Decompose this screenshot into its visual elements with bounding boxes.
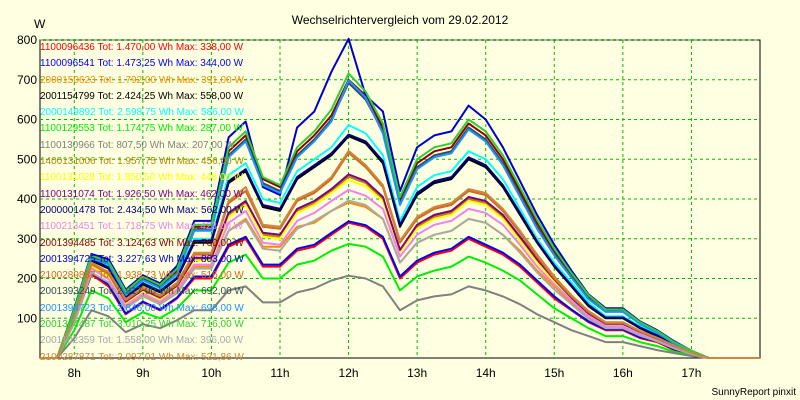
footer-credit: SunnyReport pinxit [711,387,797,398]
legend-entry-12: 2001394485 Tot: 3.124,63 Wh Max: 700,00 … [40,237,244,249]
y-tick-label-2: 300 [17,232,37,246]
x-tick-label-2: 10h [201,366,221,380]
x-tick-label-4: 12h [339,366,359,380]
legend: 1100096436 Tot: 1.470,00 Wh Max: 338,00 … [40,40,340,366]
legend-entry-15: 2001393249 Tot: 2.917,00 Wh Max: 692,00 … [40,286,244,298]
legend-entry-17: 2001394487 Tot: 3.010,25 Wh Max: 716,00 … [40,319,244,331]
y-tick-label-6: 700 [17,73,37,87]
x-tick-label-5: 13h [407,366,427,380]
x-tick-label-3: 11h [270,366,289,380]
legend-entry-2: 2000150623 Tot: 1.792,00 Wh Max: 391,00 … [40,74,244,86]
legend-entry-3: 2001154799 Tot: 2.424,25 Wh Max: 558,00 … [40,90,244,102]
y-tick-labels: 100 200 300 400 500 600 700 800 [17,33,37,325]
y-tick-label-0: 100 [17,311,37,325]
y-tick-label-3: 400 [17,192,37,206]
legend-entry-5: 1100129553 Tot: 1.174,75 Wh Max: 287,00 … [40,123,244,135]
legend-entry-7: 1400131006 Tot: 1.957,75 Wh Max: 456,00 … [40,156,244,168]
series-line-5 [40,242,760,359]
series-line-10 [40,133,760,359]
x-tick-label-0: 8h [68,366,81,380]
y-tick-label-7: 800 [17,33,37,47]
legend-entry-16: 2001394723 Tot: 2.846,00 Wh Max: 698,00 … [40,302,244,314]
legend-entry-18: 2001102359 Tot: 1.558,00 Wh Max: 396,00 … [40,335,244,347]
x-tick-label-7: 15h [544,366,564,380]
series-line-16 [40,79,760,359]
legend-entry-19: 2100287871 Tot: 2.097,01 Wh Max: 521,86 … [40,351,244,363]
legend-entry-13: 2001394725 Tot: 3.227,63 Wh Max: 803,00 … [40,253,244,265]
x-tick-label-8: 16h [613,366,633,380]
legend-entry-10: 2000001478 Tot: 2.434,50 Wh Max: 562,00 … [40,204,244,216]
x-tick-labels: 8h 9h 10h 11h 12h 13h 14h 15h 16h 17h [68,366,702,380]
legend-entry-6: 1100130966 Tot: 807,50 Wh Max: 207,00 W [40,139,235,151]
series-line-18 [40,199,760,359]
legend-entry-11: 1100213451 Tot: 1.718,75 Wh Max: 423,00 … [40,221,244,233]
series-line-19 [40,149,760,359]
chart-title: Wechselrichtervergleich vom 29.02.2012 [292,13,509,27]
x-tick-label-9: 17h [681,366,701,380]
x-tick-label-6: 14h [476,366,496,380]
legend-entry-4: 2000149892 Tot: 2.598,75 Wh Max: 586,00 … [40,107,244,119]
legend-entry-8: 1100131028 Tot: 1.850,50 Wh Max: 448,00 … [40,172,244,184]
series-line-1 [40,220,760,359]
y-tick-label-4: 500 [17,152,37,166]
series-group [40,37,760,359]
legend-entry-9: 1100131074 Tot: 1.926,50 Wh Max: 462,00 … [40,188,244,200]
x-tick-label-1: 9h [136,366,149,380]
legend-entry-1: 1100096541 Tot: 1.473,25 Wh Max: 344,00 … [40,58,244,70]
series-line-6 [40,274,760,359]
legend-entry-0: 1100096436 Tot: 1.470,00 Wh Max: 338,00 … [40,42,244,53]
y-axis-label: W [34,17,46,31]
series-line-17 [40,72,760,359]
y-tick-label-1: 200 [17,272,37,286]
legend-entry-14: 2100289887 Tot: 1.938,73 Wh Max: 516,00 … [40,270,244,282]
y-tick-label-5: 600 [17,113,37,127]
series-line-11 [40,188,760,359]
